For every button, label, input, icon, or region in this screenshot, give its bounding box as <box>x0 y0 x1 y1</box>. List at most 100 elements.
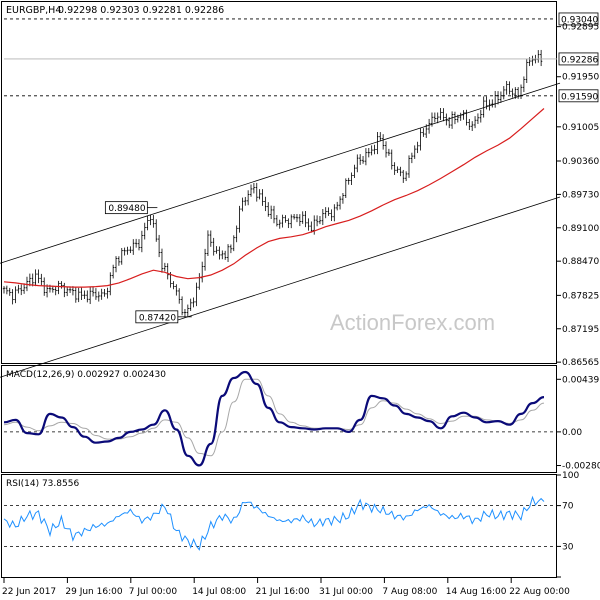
macd-signal-line <box>3 378 545 457</box>
candle <box>103 289 106 297</box>
candle <box>229 244 233 254</box>
candle <box>83 290 86 300</box>
candle <box>344 178 348 198</box>
candle <box>198 273 201 290</box>
candle <box>476 113 480 124</box>
candle <box>88 286 92 305</box>
candle <box>470 121 474 132</box>
candle <box>281 214 284 228</box>
candle <box>77 287 80 303</box>
chart-title: EURGBP,H4 <box>6 5 61 16</box>
candle <box>450 111 454 129</box>
candle <box>304 211 307 228</box>
candle <box>155 219 158 242</box>
candle <box>537 50 540 63</box>
price-ytick-label: 0.92895 <box>562 23 599 33</box>
candle <box>238 205 241 233</box>
price-panel-frame <box>1 1 557 364</box>
xtick-label: 31 Jul 00:00 <box>319 587 373 597</box>
candle <box>310 221 313 233</box>
candle <box>324 207 327 219</box>
candle <box>17 284 20 294</box>
candle <box>163 262 167 272</box>
candle <box>109 272 112 296</box>
candle <box>221 250 224 260</box>
candle <box>376 131 379 155</box>
candle <box>31 273 34 287</box>
candle <box>267 202 270 217</box>
candle <box>425 124 428 138</box>
candle <box>384 141 388 158</box>
candle <box>373 144 376 155</box>
candle <box>183 308 187 318</box>
candle <box>482 96 485 118</box>
candle <box>157 234 161 258</box>
macd-panel: 0.00439 0.00 -0.002809 MACD(12,26,9) 0.002… <box>3 370 600 472</box>
price-ytick-label: 0.91950 <box>562 73 599 83</box>
candle <box>60 281 63 289</box>
macd-ytick-label: 0.00 <box>562 428 582 438</box>
candle <box>465 109 468 126</box>
candle <box>430 112 434 127</box>
candle <box>350 172 353 185</box>
candle <box>479 109 483 123</box>
candle <box>129 246 132 254</box>
candle <box>160 248 164 273</box>
candle <box>152 215 155 228</box>
candle <box>123 247 126 256</box>
candle <box>11 289 14 305</box>
price-ytick-label: 0.89730 <box>562 190 599 200</box>
candle <box>298 214 302 227</box>
price-annotation-box <box>104 201 148 215</box>
candle <box>223 250 227 260</box>
candle <box>502 86 505 100</box>
candle <box>241 197 244 212</box>
rsi-ytick-label: 30 <box>562 542 574 552</box>
candle <box>381 134 385 150</box>
candle <box>140 230 144 253</box>
candle <box>186 304 190 317</box>
candle <box>330 209 333 222</box>
level-tag <box>558 52 599 66</box>
candle <box>416 141 419 154</box>
level-tag-label: 0.93040 <box>561 15 598 25</box>
candle <box>43 277 46 296</box>
candle <box>209 230 213 247</box>
candle <box>200 261 204 283</box>
candle <box>396 166 399 174</box>
candle <box>307 218 310 231</box>
level-tag <box>558 89 599 103</box>
candle <box>468 118 471 131</box>
candle <box>393 162 396 175</box>
candle <box>134 238 138 248</box>
xtick-label: 7 Aug 08:00 <box>382 587 437 597</box>
price-annotation-label: 0.89480 <box>108 204 145 214</box>
candle <box>246 190 250 206</box>
candle <box>65 286 69 297</box>
candle <box>413 145 416 159</box>
candle <box>292 213 296 220</box>
candle <box>514 87 517 99</box>
candle <box>5 285 9 295</box>
candle <box>387 148 391 156</box>
candle <box>364 148 368 166</box>
candle <box>318 216 322 225</box>
candle <box>244 196 247 206</box>
xtick-label: 21 Jul 16:00 <box>256 587 310 597</box>
candle <box>117 256 121 266</box>
candle <box>261 189 264 206</box>
candle <box>14 286 17 304</box>
candle <box>175 284 178 296</box>
candle <box>34 269 37 287</box>
candle <box>232 235 235 252</box>
candle <box>212 237 215 256</box>
candle <box>28 273 32 287</box>
candle <box>235 225 238 243</box>
rsi-ytick-label: 70 <box>562 502 574 512</box>
candle <box>462 110 465 120</box>
candle <box>272 205 276 224</box>
candle <box>91 286 95 297</box>
candle <box>278 219 281 229</box>
macd-panel-frame <box>1 365 557 473</box>
candle <box>301 211 304 224</box>
